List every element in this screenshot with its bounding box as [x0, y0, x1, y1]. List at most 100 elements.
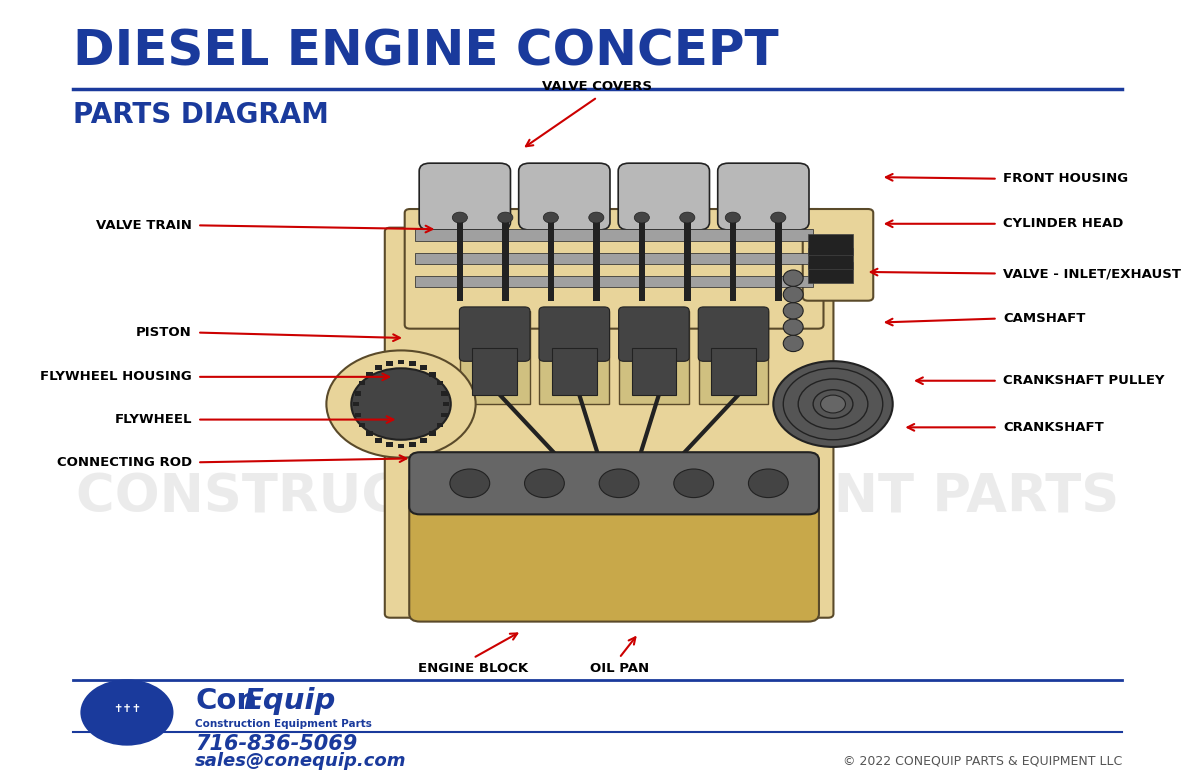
Bar [354, 413, 361, 417]
Bar [397, 444, 404, 448]
Circle shape [79, 678, 174, 747]
Bar [437, 423, 443, 427]
Ellipse shape [784, 319, 803, 336]
Circle shape [544, 212, 558, 223]
Text: VALVE - INLET/EXHAUST: VALVE - INLET/EXHAUST [1003, 267, 1181, 280]
Bar [353, 402, 360, 406]
Text: Equip: Equip [244, 687, 336, 715]
Bar [397, 360, 404, 364]
Bar [684, 218, 690, 301]
Circle shape [749, 469, 788, 497]
Bar [366, 372, 372, 377]
Text: 716-836-5069: 716-836-5069 [196, 734, 358, 754]
Bar [409, 361, 416, 366]
Bar [443, 402, 449, 406]
Circle shape [725, 212, 740, 223]
Bar [808, 248, 853, 269]
Text: DIESEL ENGINE CONCEPT: DIESEL ENGINE CONCEPT [73, 27, 779, 75]
Text: VALVE TRAIN: VALVE TRAIN [96, 219, 192, 232]
Bar [409, 442, 416, 447]
Bar [619, 311, 689, 404]
FancyBboxPatch shape [539, 307, 610, 361]
FancyBboxPatch shape [803, 209, 874, 301]
Text: OIL PAN: OIL PAN [589, 662, 649, 675]
FancyBboxPatch shape [619, 307, 689, 361]
FancyBboxPatch shape [404, 209, 823, 329]
FancyBboxPatch shape [385, 228, 834, 618]
Ellipse shape [784, 302, 803, 319]
Bar [430, 372, 436, 377]
Bar [415, 276, 814, 287]
Bar [712, 348, 756, 395]
Bar [502, 218, 509, 301]
Bar [376, 365, 382, 370]
Text: Con: Con [196, 687, 257, 715]
Bar [457, 218, 463, 301]
Circle shape [524, 469, 564, 497]
Bar [775, 218, 781, 301]
Bar [359, 381, 366, 385]
Text: sales@conequip.com: sales@conequip.com [196, 752, 407, 771]
Text: CONSTRUCTION EQUIPMENT PARTS: CONSTRUCTION EQUIPMENT PARTS [76, 472, 1120, 523]
Circle shape [773, 361, 893, 447]
Circle shape [821, 395, 846, 413]
Bar [415, 229, 814, 241]
Bar [420, 365, 427, 370]
Text: FLYWHEEL: FLYWHEEL [114, 413, 192, 426]
Circle shape [450, 469, 490, 497]
Circle shape [635, 212, 649, 223]
Circle shape [498, 212, 512, 223]
FancyBboxPatch shape [409, 485, 818, 622]
Text: PISTON: PISTON [136, 326, 192, 339]
Bar [730, 218, 736, 301]
Circle shape [674, 469, 714, 497]
Bar [354, 391, 361, 395]
Circle shape [326, 350, 475, 458]
Text: CONNECTING ROD: CONNECTING ROD [56, 456, 192, 469]
Circle shape [599, 469, 638, 497]
FancyBboxPatch shape [419, 163, 510, 230]
Bar [376, 438, 382, 443]
Text: Construction Equipment Parts: Construction Equipment Parts [196, 720, 372, 729]
Bar [593, 218, 600, 301]
FancyBboxPatch shape [409, 452, 818, 514]
Text: FLYWHEEL HOUSING: FLYWHEEL HOUSING [40, 371, 192, 383]
Bar [638, 218, 646, 301]
Bar [473, 348, 517, 395]
Bar [359, 423, 366, 427]
Text: VALVE COVERS: VALVE COVERS [542, 80, 653, 93]
Circle shape [770, 212, 786, 223]
Bar [430, 431, 436, 436]
Bar [540, 311, 610, 404]
Text: CRANKSHAFT: CRANKSHAFT [1003, 421, 1104, 434]
Bar [698, 311, 768, 404]
Text: ENGINE BLOCK: ENGINE BLOCK [418, 662, 528, 675]
Text: PARTS DIAGRAM: PARTS DIAGRAM [73, 101, 329, 129]
Bar [460, 311, 529, 404]
FancyBboxPatch shape [618, 163, 709, 230]
Bar [442, 413, 448, 417]
Bar [631, 348, 677, 395]
Circle shape [679, 212, 695, 223]
Bar [547, 218, 554, 301]
Text: FRONT HOUSING: FRONT HOUSING [1003, 172, 1128, 185]
Bar [808, 234, 853, 255]
FancyBboxPatch shape [718, 163, 809, 230]
FancyBboxPatch shape [518, 163, 610, 230]
Circle shape [589, 212, 604, 223]
Ellipse shape [784, 270, 803, 287]
Bar [366, 431, 372, 436]
Circle shape [352, 368, 451, 440]
Bar [437, 381, 443, 385]
Bar [386, 361, 392, 366]
Text: CYLINDER HEAD: CYLINDER HEAD [1003, 218, 1123, 230]
Circle shape [452, 212, 468, 223]
Bar [386, 442, 392, 447]
Text: CRANKSHAFT PULLEY: CRANKSHAFT PULLEY [1003, 375, 1164, 387]
Bar [552, 348, 596, 395]
FancyBboxPatch shape [698, 307, 769, 361]
Ellipse shape [784, 336, 803, 351]
FancyBboxPatch shape [460, 307, 530, 361]
Bar [420, 438, 427, 443]
Text: © 2022 CONEQUIP PARTS & EQUIPMENT LLC: © 2022 CONEQUIP PARTS & EQUIPMENT LLC [842, 755, 1122, 768]
